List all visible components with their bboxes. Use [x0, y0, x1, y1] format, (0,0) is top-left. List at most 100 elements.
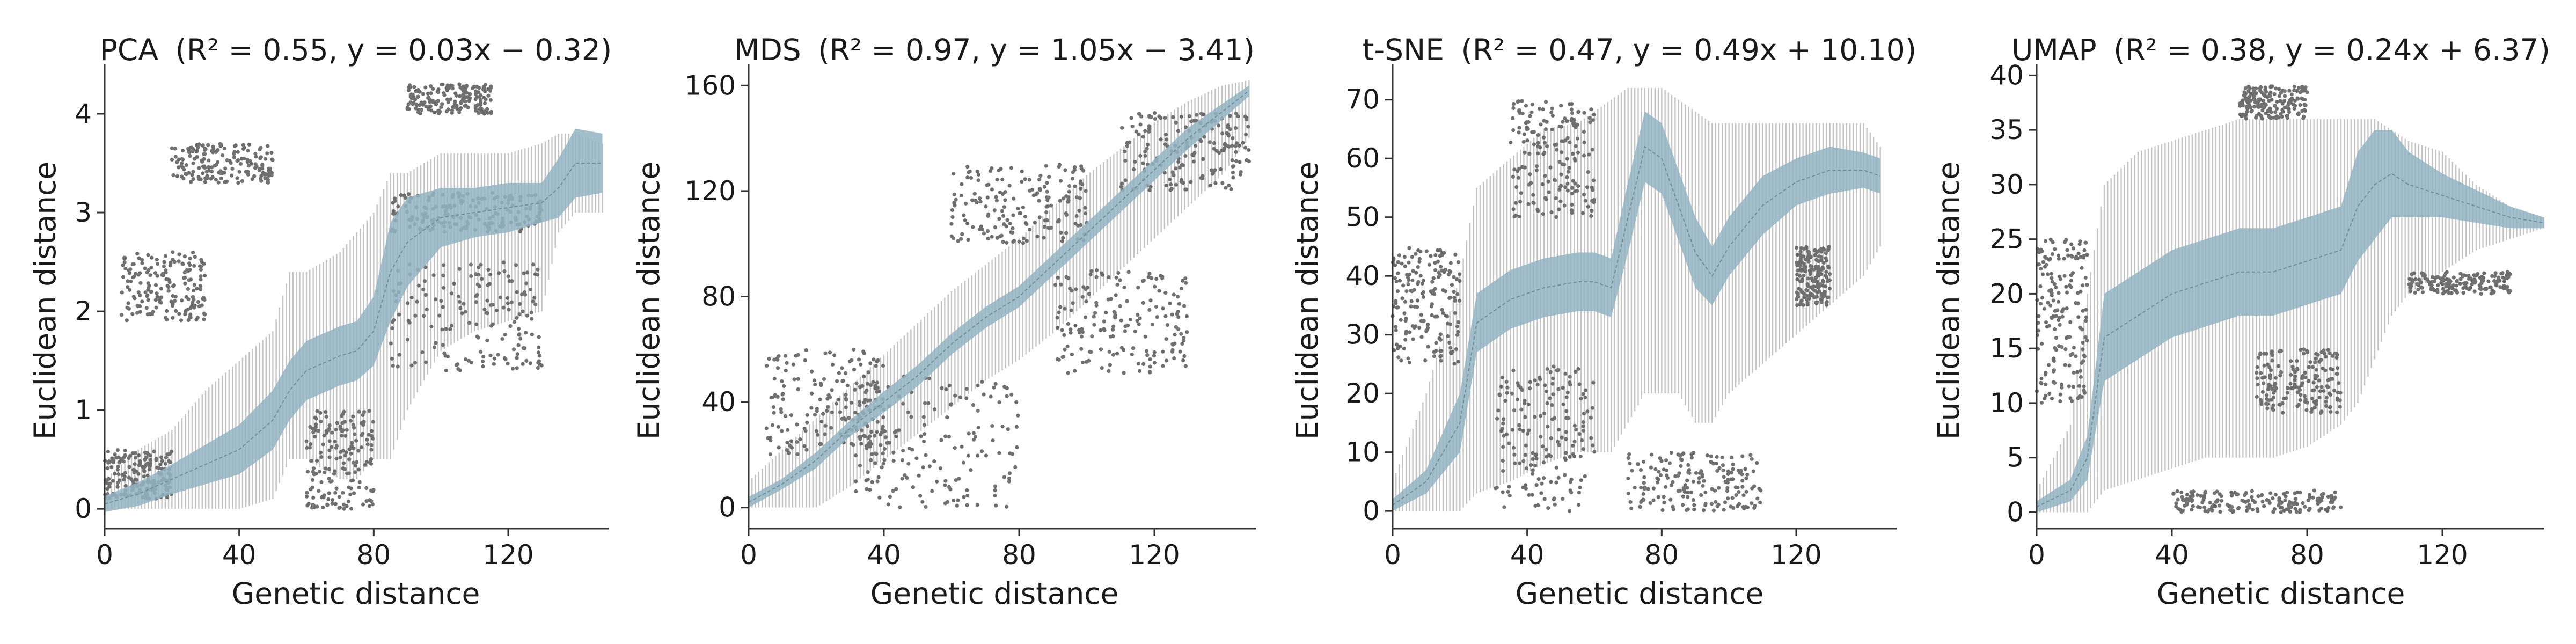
mds-outlier-point: [1112, 310, 1116, 314]
tsne-outlier-point: [1430, 280, 1435, 284]
tsne-outlier-point: [1564, 437, 1568, 441]
mds-outlier-point: [825, 397, 830, 401]
pca-outlier-point: [462, 87, 466, 92]
umap-outlier-point: [2288, 382, 2293, 386]
pca-outlier-point: [166, 277, 170, 282]
tsne-outlier-point: [1440, 268, 1444, 273]
pca-outlier-point: [489, 84, 493, 89]
mds-outlier-point: [1164, 337, 1168, 341]
mds-outlier-point: [1176, 129, 1180, 133]
pca-outlier-point: [523, 292, 528, 297]
tsne-outlier-point: [1819, 272, 1823, 276]
mds-outlier-point: [1035, 191, 1040, 195]
pca-outlier-point: [440, 82, 444, 87]
tsne-outlier-point: [1709, 454, 1713, 458]
tsne-outlier-point: [1423, 358, 1428, 363]
pca-outlier-point: [153, 283, 158, 287]
tsne-outlier-point: [1511, 101, 1516, 106]
pca-subplot: PCA (R² = 0.55, y = 0.03x − 0.32) 0 40 80 1…: [28, 33, 612, 611]
mds-outlier-point: [1115, 282, 1119, 287]
pca-outlier-point: [340, 434, 344, 438]
mds-outlier-point: [1094, 301, 1099, 305]
umap-outlier-point: [2068, 320, 2073, 324]
mds-outlier-point: [982, 392, 986, 397]
tsne-outlier-point: [1545, 401, 1549, 405]
mds-outlier-point: [955, 503, 960, 508]
pca-outlier-point: [266, 180, 270, 185]
tsne-outlier-point: [1658, 456, 1662, 460]
tsne-y-tick-label: 10: [1345, 437, 1380, 468]
pca-outlier-point: [184, 310, 188, 314]
umap-outlier-point: [2188, 494, 2192, 499]
mds-outlier-point: [1209, 168, 1214, 172]
umap-outlier-point: [2302, 103, 2307, 107]
pca-outlier-point: [105, 487, 109, 491]
umap-outlier-point: [2293, 374, 2297, 378]
umap-outlier-point: [2412, 271, 2416, 275]
pca-outlier-point: [192, 288, 196, 293]
mds-outlier-point: [792, 377, 796, 382]
mds-outlier-point: [1170, 342, 1175, 346]
umap-outlier-point: [2058, 399, 2062, 404]
tsne-outlier-point: [1583, 474, 1587, 479]
pca-outlier-point: [177, 252, 181, 257]
mds-outlier-point: [1047, 175, 1051, 179]
tsne-outlier-point: [1686, 495, 1690, 499]
tsne-outlier-point: [1692, 503, 1696, 507]
pca-outlier-point: [390, 356, 394, 361]
tsne-outlier-point: [1448, 350, 1453, 355]
pca-outlier-point: [214, 163, 218, 167]
tsne-outlier-point: [1543, 173, 1547, 178]
tsne-outlier-point: [1821, 246, 1825, 251]
pca-outlier-point: [536, 350, 540, 355]
mds-outlier-point: [1223, 143, 1227, 147]
umap-outlier-point: [2319, 385, 2324, 389]
mds-outlier-point: [1061, 236, 1065, 240]
tsne-outlier-point: [1579, 478, 1583, 482]
umap-outlier-point: [2238, 104, 2242, 108]
pca-outlier-point: [529, 310, 533, 314]
umap-outlier-point: [2258, 352, 2263, 356]
mds-outlier-point: [1111, 327, 1115, 332]
pca-x-tick-label: 40: [222, 539, 257, 570]
mds-outlier-point: [1147, 129, 1151, 134]
umap-outlier-point: [2280, 101, 2285, 106]
umap-outlier-point: [2328, 405, 2332, 409]
pca-outlier-point: [440, 102, 444, 106]
pca-outlier-point: [235, 176, 239, 180]
umap-outlier-point: [2305, 90, 2309, 94]
umap-outlier-point: [2334, 352, 2338, 356]
mds-outlier-point: [868, 487, 872, 492]
pca-outlier-point: [537, 345, 541, 349]
tsne-outlier-point: [1541, 107, 1545, 112]
tsne-outlier-point: [1505, 391, 1509, 395]
tsne-outlier-point: [1656, 477, 1660, 481]
pca-outlier-point: [481, 364, 485, 369]
mds-outlier-point: [1220, 181, 1225, 185]
mds-outlier-point: [1001, 222, 1006, 226]
tsne-outlier-point: [1744, 489, 1748, 494]
mds-outlier-point: [779, 407, 783, 412]
umap-outlier-point: [2243, 96, 2248, 101]
pca-outlier-point: [138, 281, 143, 285]
umap-outlier-point: [2076, 315, 2081, 319]
tsne-outlier-point: [1414, 270, 1418, 275]
tsne-outlier-point: [1569, 107, 1574, 112]
pca-outlier-point: [147, 268, 151, 272]
umap-outlier-point: [2336, 366, 2340, 370]
tsne-outlier-point: [1798, 250, 1803, 254]
pca-outlier-point: [167, 280, 172, 284]
mds-outlier-point: [772, 377, 777, 381]
mds-outlier-point: [782, 384, 786, 389]
mds-outlier-point: [1230, 158, 1234, 163]
pca-outlier-point: [441, 343, 445, 347]
umap-outlier-point: [2179, 510, 2184, 514]
mds-outlier-point: [967, 170, 971, 174]
pca-outlier-point: [241, 143, 245, 147]
tsne-outlier-point: [1448, 261, 1453, 265]
umap-outlier-point: [2280, 401, 2285, 405]
umap-outlier-point: [2081, 283, 2085, 288]
umap-outlier-point: [2203, 491, 2207, 495]
mds-outlier-point: [866, 470, 870, 474]
mds-outlier-point: [1023, 177, 1027, 181]
